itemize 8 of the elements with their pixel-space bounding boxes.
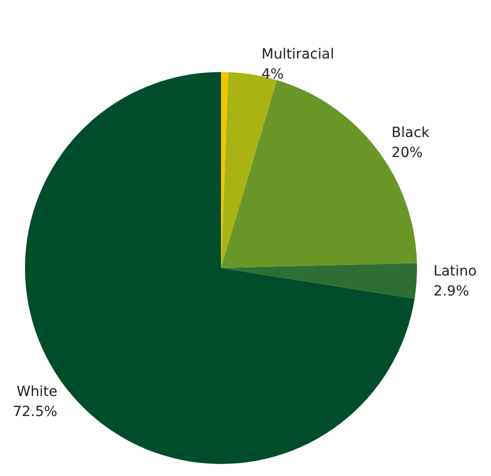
- data-label: 4%: [262, 66, 284, 83]
- data-label: 2.9%: [434, 284, 470, 300]
- data-label: 72.5%: [12, 404, 58, 420]
- slice-label: Black: [392, 124, 430, 141]
- slice-label: White: [16, 384, 58, 400]
- slice-label: Latino: [434, 264, 477, 280]
- slice-label: Multiracial: [262, 46, 334, 63]
- data-label: 20%: [392, 144, 423, 161]
